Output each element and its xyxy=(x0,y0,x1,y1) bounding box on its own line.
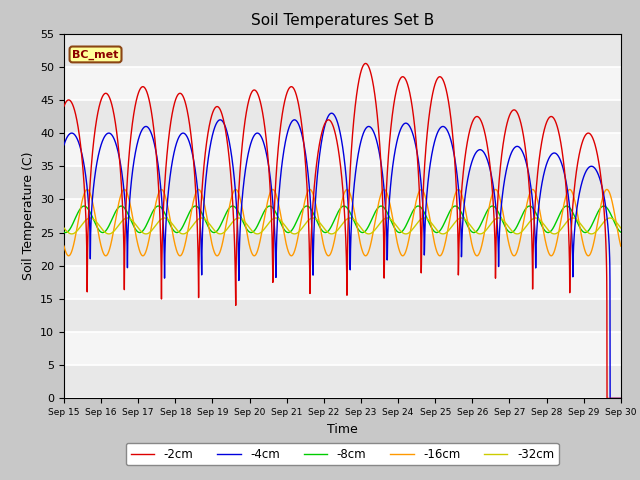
-4cm xyxy=(606,396,614,401)
-32cm xyxy=(180,231,188,237)
-4cm xyxy=(216,117,223,123)
-4cm xyxy=(564,191,572,197)
-16cm xyxy=(617,242,625,248)
-16cm xyxy=(564,188,572,194)
-32cm xyxy=(406,228,414,234)
-8cm xyxy=(617,229,625,235)
Bar xyxy=(64,133,621,166)
-4cm xyxy=(179,130,187,136)
-16cm xyxy=(65,253,72,259)
-2cm xyxy=(617,396,625,401)
-16cm xyxy=(603,187,611,192)
-2cm xyxy=(397,75,404,81)
-2cm xyxy=(362,60,369,66)
-8cm xyxy=(216,224,223,230)
Line: -16cm: -16cm xyxy=(64,190,621,256)
-8cm xyxy=(564,204,572,209)
Bar xyxy=(64,67,621,100)
Line: -4cm: -4cm xyxy=(64,113,621,398)
-4cm xyxy=(617,396,625,401)
-8cm xyxy=(61,230,69,236)
-8cm xyxy=(617,229,625,235)
-32cm xyxy=(68,231,76,237)
-16cm xyxy=(397,251,404,257)
-4cm xyxy=(328,110,335,116)
-32cm xyxy=(617,225,625,231)
Line: -2cm: -2cm xyxy=(64,63,621,398)
-16cm xyxy=(406,228,414,234)
Bar xyxy=(64,332,621,365)
-32cm xyxy=(216,231,223,237)
-32cm xyxy=(60,225,68,231)
-2cm xyxy=(617,396,625,401)
Title: Soil Temperatures Set B: Soil Temperatures Set B xyxy=(251,13,434,28)
-4cm xyxy=(60,142,68,148)
-32cm xyxy=(606,215,614,221)
-8cm xyxy=(406,213,414,218)
-2cm xyxy=(216,106,223,111)
-2cm xyxy=(179,94,187,100)
-4cm xyxy=(617,396,625,401)
-32cm xyxy=(564,217,572,223)
-16cm xyxy=(617,243,625,249)
Text: BC_met: BC_met xyxy=(72,49,119,60)
-16cm xyxy=(180,248,188,253)
Line: -32cm: -32cm xyxy=(64,218,621,234)
Line: -8cm: -8cm xyxy=(64,206,621,233)
-32cm xyxy=(617,225,625,231)
-2cm xyxy=(60,103,68,109)
-8cm xyxy=(180,222,188,228)
Y-axis label: Soil Temperature (C): Soil Temperature (C) xyxy=(22,152,35,280)
-4cm xyxy=(397,126,404,132)
-2cm xyxy=(564,216,572,221)
-8cm xyxy=(60,229,68,235)
Bar xyxy=(64,266,621,299)
-32cm xyxy=(397,228,404,234)
X-axis label: Time: Time xyxy=(327,423,358,436)
-16cm xyxy=(216,250,223,256)
-2cm xyxy=(603,396,611,401)
-4cm xyxy=(406,125,414,131)
-2cm xyxy=(406,94,414,100)
Legend: -2cm, -4cm, -8cm, -16cm, -32cm: -2cm, -4cm, -8cm, -16cm, -32cm xyxy=(126,443,559,466)
-8cm xyxy=(600,203,607,209)
-16cm xyxy=(60,243,68,249)
-8cm xyxy=(397,229,404,235)
Bar xyxy=(64,199,621,233)
